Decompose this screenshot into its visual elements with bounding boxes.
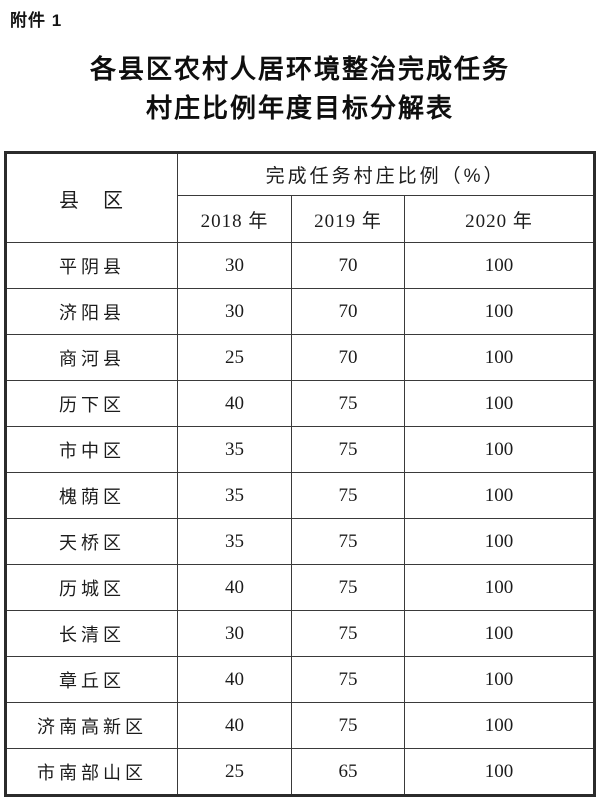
document-title-line1: 各县区农村人居环境整治完成任务	[89, 55, 510, 84]
percent-value: 100	[403, 702, 596, 749]
percent-value: 100	[403, 242, 596, 289]
goal-table: 县 区 完成任务村庄比例（%） 2018 年 2019 年 2020 年 平阴县…	[4, 151, 597, 797]
percent-value: 75	[291, 426, 405, 473]
percent-value: 30	[177, 610, 292, 657]
percent-value: 65	[291, 748, 405, 796]
county-column-header: 县 区	[5, 152, 178, 243]
year-header-2018: 2018 年	[177, 195, 292, 243]
percent-value: 70	[291, 242, 405, 289]
county-name: 市南部山区	[5, 748, 178, 796]
table-row: 长清区 30 75 100	[5, 610, 596, 657]
percent-value: 75	[291, 518, 405, 565]
table-row: 济阳县 30 70 100	[5, 288, 596, 335]
percent-value: 100	[403, 334, 596, 381]
percent-value: 100	[403, 610, 596, 657]
table-row: 历下区 40 75 100	[5, 380, 596, 427]
percent-value: 40	[177, 702, 292, 749]
percent-value: 25	[177, 748, 292, 796]
percent-value: 40	[177, 380, 292, 427]
table-header: 县 区 完成任务村庄比例（%） 2018 年 2019 年 2020 年	[5, 152, 596, 243]
year-header-2020: 2020 年	[403, 195, 596, 243]
county-name: 章丘区	[5, 656, 178, 703]
table-row: 章丘区 40 75 100	[5, 656, 596, 703]
county-name: 商河县	[5, 334, 178, 381]
percent-value: 100	[403, 426, 596, 473]
percent-value: 75	[291, 702, 405, 749]
percent-value: 35	[177, 518, 292, 565]
county-name: 平阴县	[5, 242, 178, 289]
table-body: 平阴县 30 70 100 济阳县 30 70 100 商河县 25 70 100 历下区 40 75 100…	[5, 242, 596, 796]
percent-value: 25	[177, 334, 292, 381]
percent-value: 40	[177, 656, 292, 703]
percent-value: 75	[291, 380, 405, 427]
document-title: 各县区农村人居环境整治完成任务 村庄比例年度目标分解表	[0, 50, 600, 128]
percent-value: 70	[291, 334, 405, 381]
county-name: 市中区	[5, 426, 178, 473]
percent-value: 35	[177, 426, 292, 473]
table-row: 商河县 25 70 100	[5, 334, 596, 381]
header-row-1: 县 区 完成任务村庄比例（%）	[5, 152, 596, 243]
percent-value: 100	[403, 656, 596, 703]
percent-value: 75	[291, 610, 405, 657]
percent-value: 75	[291, 472, 405, 519]
percent-value: 75	[291, 564, 405, 611]
header-row-2: 2018 年 2019 年 2020 年	[6, 195, 596, 243]
percent-value: 100	[403, 380, 596, 427]
county-name: 槐荫区	[5, 472, 178, 519]
county-name: 历城区	[5, 564, 178, 611]
county-name: 济南高新区	[5, 702, 178, 749]
span-column-header: 完成任务村庄比例（%）	[176, 152, 596, 196]
percent-value: 75	[291, 656, 405, 703]
table-row: 市中区 35 75 100	[5, 426, 596, 473]
percent-value: 100	[403, 748, 596, 796]
percent-value: 100	[403, 564, 596, 611]
attachment-label: 附件 1	[10, 11, 63, 30]
percent-value: 30	[177, 288, 292, 335]
percent-value: 40	[177, 564, 292, 611]
table-row: 天桥区 35 75 100	[5, 518, 596, 565]
table-row: 平阴县 30 70 100	[5, 242, 596, 289]
table-row: 市南部山区 25 65 100	[5, 748, 596, 796]
document-title-line2: 村庄比例年度目标分解表	[145, 94, 454, 123]
table-row: 槐荫区 35 75 100	[5, 472, 596, 519]
percent-value: 100	[403, 288, 596, 335]
county-name: 历下区	[5, 380, 178, 427]
percent-value: 100	[403, 472, 596, 519]
year-header-2019: 2019 年	[291, 195, 405, 243]
percent-value: 30	[177, 242, 292, 289]
percent-value: 35	[177, 472, 292, 519]
county-name: 济阳县	[5, 288, 178, 335]
table-row: 济南高新区 40 75 100	[5, 702, 596, 749]
percent-value: 70	[291, 288, 405, 335]
table-row: 历城区 40 75 100	[5, 564, 596, 611]
county-name: 天桥区	[5, 518, 178, 565]
percent-value: 100	[403, 518, 596, 565]
county-name: 长清区	[5, 610, 178, 657]
